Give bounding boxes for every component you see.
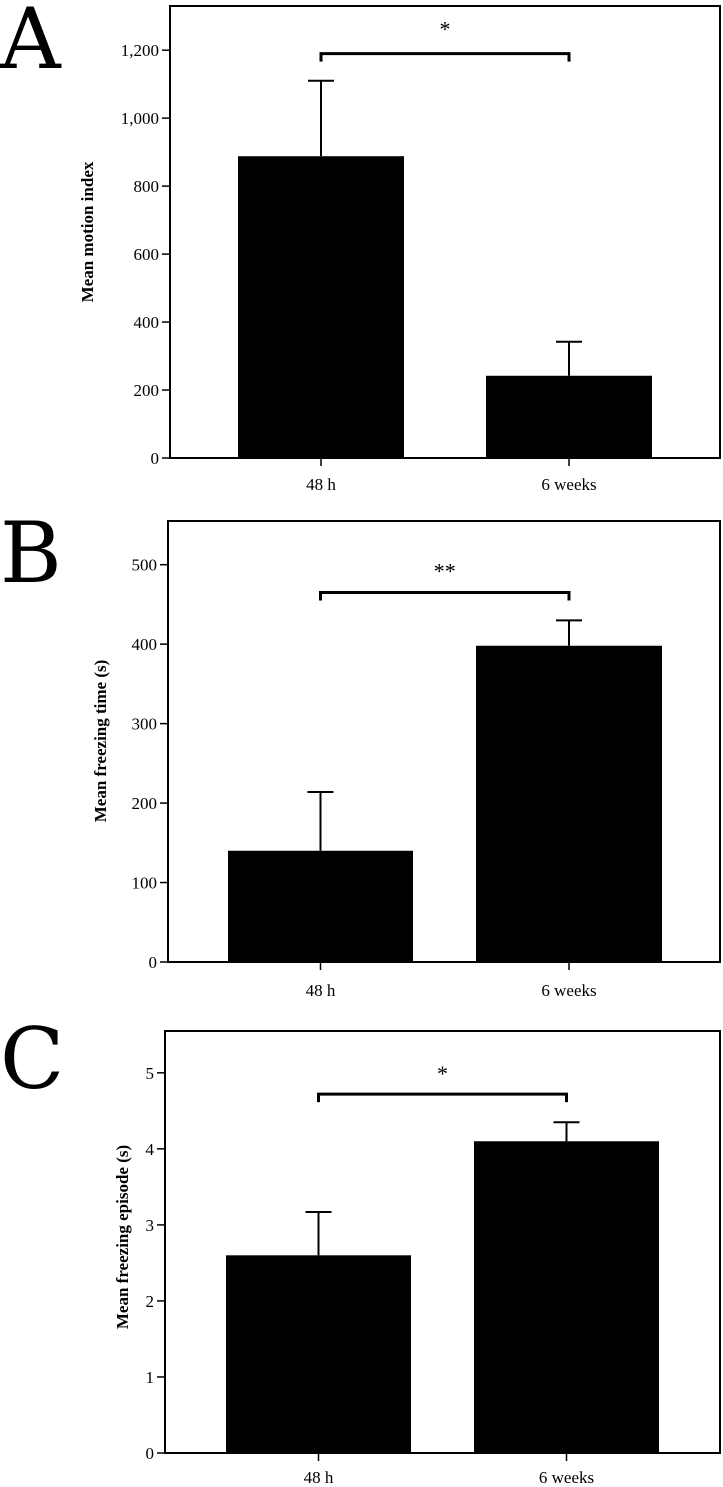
x-category-label: 6 weeks <box>539 1468 594 1487</box>
bar <box>226 1255 411 1453</box>
plot-frame-a <box>169 5 721 459</box>
significance-label: * <box>440 17 451 42</box>
y-tick-label: 200 <box>134 381 160 400</box>
panel-c: C Mean freezing episode (s) 0 1 2 3 4 5 48 h 6… <box>0 1010 721 1487</box>
y-tick-label: 800 <box>134 177 160 196</box>
x-category-label: 48 h <box>306 475 336 494</box>
panel-letter-a: A <box>0 0 62 88</box>
y-ticks-b: 0 100 200 300 400 500 <box>132 556 168 972</box>
y-axis-title-a: Mean motion index <box>78 161 97 302</box>
y-tick-label: 400 <box>134 313 160 332</box>
bar <box>474 1141 659 1453</box>
y-tick-label: 0 <box>146 1444 155 1463</box>
y-tick-label: 0 <box>149 953 158 972</box>
plot-frame-c <box>164 1030 721 1454</box>
significance-label: * <box>437 1061 448 1086</box>
y-tick-label: 3 <box>146 1216 155 1235</box>
significance-b: ** <box>319 559 571 601</box>
significance-label: ** <box>434 559 456 584</box>
y-ticks-a: 0 200 400 600 800 1,000 1,200 <box>121 41 170 468</box>
y-tick-label: 500 <box>132 556 158 575</box>
panel-b: B Mean freezing time (s) 0 100 200 300 400 50… <box>0 504 721 1000</box>
y-tick-label: 200 <box>132 794 158 813</box>
y-tick-label: 300 <box>132 715 158 734</box>
panel-a: A Mean motion index 0 200 400 600 800 1,000 1,… <box>0 0 721 494</box>
y-tick-label: 0 <box>151 449 160 468</box>
y-axis-title-c: Mean freezing episode (s) <box>113 1145 132 1329</box>
y-tick-label: 600 <box>134 245 160 264</box>
y-tick-label: 1,200 <box>121 41 159 60</box>
y-ticks-c: 0 1 2 3 4 5 <box>146 1064 165 1463</box>
significance-bracket <box>317 1092 568 1103</box>
y-tick-label: 1,000 <box>121 109 159 128</box>
bar <box>228 850 413 962</box>
bar <box>238 156 404 458</box>
y-tick-label: 4 <box>146 1140 155 1159</box>
significance-a: * <box>319 17 571 62</box>
bar <box>476 645 662 962</box>
y-tick-label: 400 <box>132 635 158 654</box>
panel-letter-c: C <box>0 1010 64 1108</box>
significance-c: * <box>317 1061 568 1103</box>
plot-frame-b <box>167 520 721 963</box>
y-tick-label: 2 <box>146 1292 155 1311</box>
panel-letter-b: B <box>0 504 62 602</box>
bars-c: 48 h 6 weeks <box>226 1121 659 1487</box>
bars-b: 48 h 6 weeks <box>228 619 662 1000</box>
y-tick-label: 5 <box>146 1064 155 1083</box>
x-category-label: 48 h <box>304 1468 334 1487</box>
y-tick-label: 1 <box>146 1368 155 1387</box>
x-category-label: 6 weeks <box>541 981 596 1000</box>
significance-bracket <box>319 52 571 62</box>
significance-bracket <box>319 591 571 601</box>
x-category-label: 48 h <box>306 981 336 1000</box>
bar <box>486 375 652 458</box>
bars-a: 48 h 6 weeks <box>238 79 652 494</box>
x-category-label: 6 weeks <box>541 475 596 494</box>
y-tick-label: 100 <box>132 874 158 893</box>
y-axis-title-b: Mean freezing time (s) <box>91 660 110 823</box>
